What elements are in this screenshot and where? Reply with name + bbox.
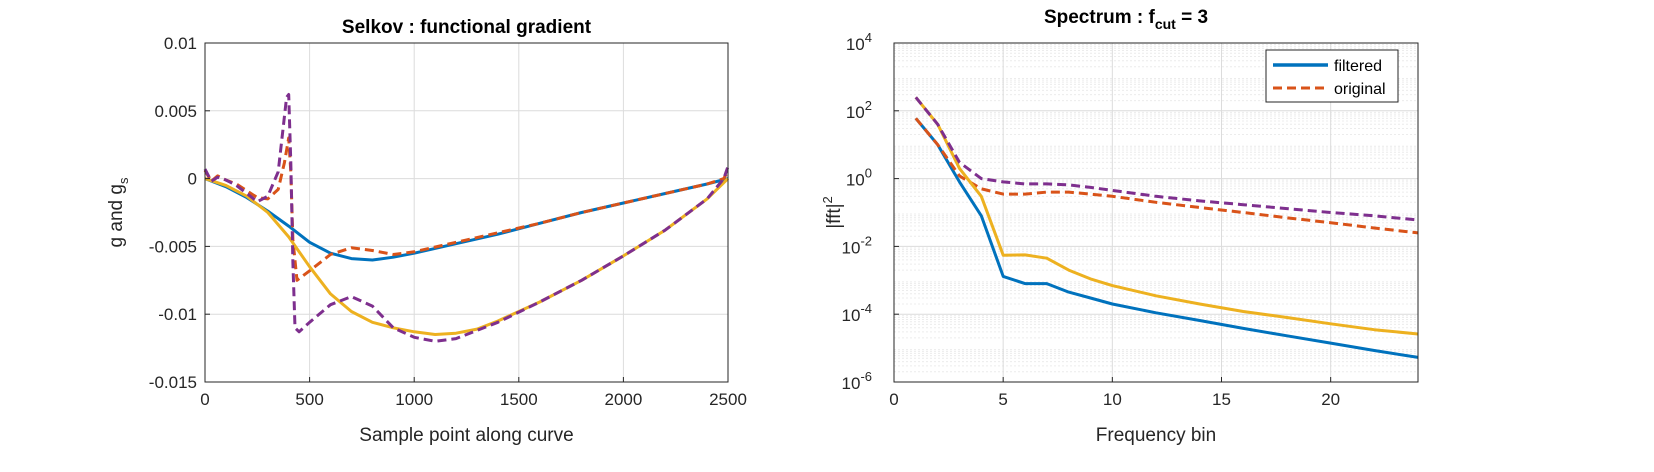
series-line-yellow <box>914 96 1419 336</box>
y-tick-label: 100 <box>846 166 872 190</box>
spectrum-chart-ticks: 10-6 10-4 10-2 100 102 104 0 5 10 15 20 <box>842 30 1341 409</box>
spectrum-chart-legend: filtered original <box>1265 49 1399 103</box>
gradient-chart-xlabel: Sample point along curve <box>359 425 573 446</box>
series-line-yellow <box>204 177 730 336</box>
x-tick-label: 2000 <box>604 390 642 409</box>
x-tick-label: 1000 <box>395 390 433 409</box>
spectrum-chart-ylabel-sup: 2 <box>820 196 835 203</box>
legend-box <box>1265 49 1399 103</box>
y-tick-label: 0 <box>188 170 197 189</box>
y-tick-label: 10-2 <box>842 233 872 257</box>
y-tick-label: -0.005 <box>149 237 197 256</box>
x-tick-label: 10 <box>1103 390 1122 409</box>
x-tick-label: 5 <box>998 390 1007 409</box>
series-line-purple <box>914 96 1419 222</box>
spectrum-chart-series <box>914 96 1419 359</box>
gradient-chart: 0 500 1000 1500 2000 2500 0.01 0.005 0 -0.005 -0.0… <box>106 17 747 446</box>
gradient-chart-title: Selkov : functional gradient <box>342 17 592 38</box>
legend-label-original: original <box>1334 81 1386 98</box>
gradient-chart-ylabel: g and gs <box>106 177 131 247</box>
gradient-chart-frame <box>204 42 729 383</box>
x-tick-label: 0 <box>889 390 898 409</box>
spectrum-chart-title-sub: cut <box>1155 16 1176 32</box>
y-tick-label: 0.01 <box>164 34 197 53</box>
series-line-blue <box>914 117 1419 359</box>
spectrum-chart-xlabel: Frequency bin <box>1096 425 1216 446</box>
y-tick-label: 104 <box>846 30 872 54</box>
series-line-blue <box>204 177 729 262</box>
legend-label-filtered: filtered <box>1334 58 1382 75</box>
x-tick-label: 0 <box>200 390 209 409</box>
y-tick-label: 10-4 <box>842 301 872 325</box>
series-line-orange <box>914 117 1419 235</box>
x-tick-label: 1500 <box>500 390 538 409</box>
gradient-chart-ylabel-main: g and g <box>106 184 127 247</box>
gradient-chart-series <box>203 93 730 343</box>
spectrum-chart-ylabel: |fft|2 <box>820 196 845 229</box>
series-line-purple <box>203 93 730 343</box>
x-tick-label: 2500 <box>709 390 747 409</box>
gradient-chart-ylabel-sub: s <box>116 177 131 184</box>
x-tick-label: 15 <box>1212 390 1231 409</box>
spectrum-chart-ylabel-main: |fft| <box>824 203 845 228</box>
spectrum-chart-title: Spectrum : fcut = 3 <box>1044 7 1208 32</box>
y-tick-label: -0.01 <box>158 305 197 324</box>
spectrum-chart-title-main: Spectrum : f <box>1044 7 1156 28</box>
y-tick-label: 10-6 <box>842 369 872 393</box>
y-tick-label: 102 <box>846 98 872 122</box>
y-tick-label: -0.015 <box>149 373 197 392</box>
series-line-orange <box>203 136 730 282</box>
spectrum-chart: 10-6 10-4 10-2 100 102 104 0 5 10 15 20 Spectrum :… <box>820 7 1419 446</box>
x-tick-label: 20 <box>1321 390 1340 409</box>
spectrum-chart-frame <box>893 42 1419 383</box>
y-tick-label: 0.005 <box>154 102 197 121</box>
x-tick-label: 500 <box>295 390 323 409</box>
spectrum-chart-title-tail: = 3 <box>1176 7 1208 28</box>
gradient-chart-ticks: 0 500 1000 1500 2000 2500 0.01 0.005 0 -0.005 -0.0… <box>149 34 747 409</box>
